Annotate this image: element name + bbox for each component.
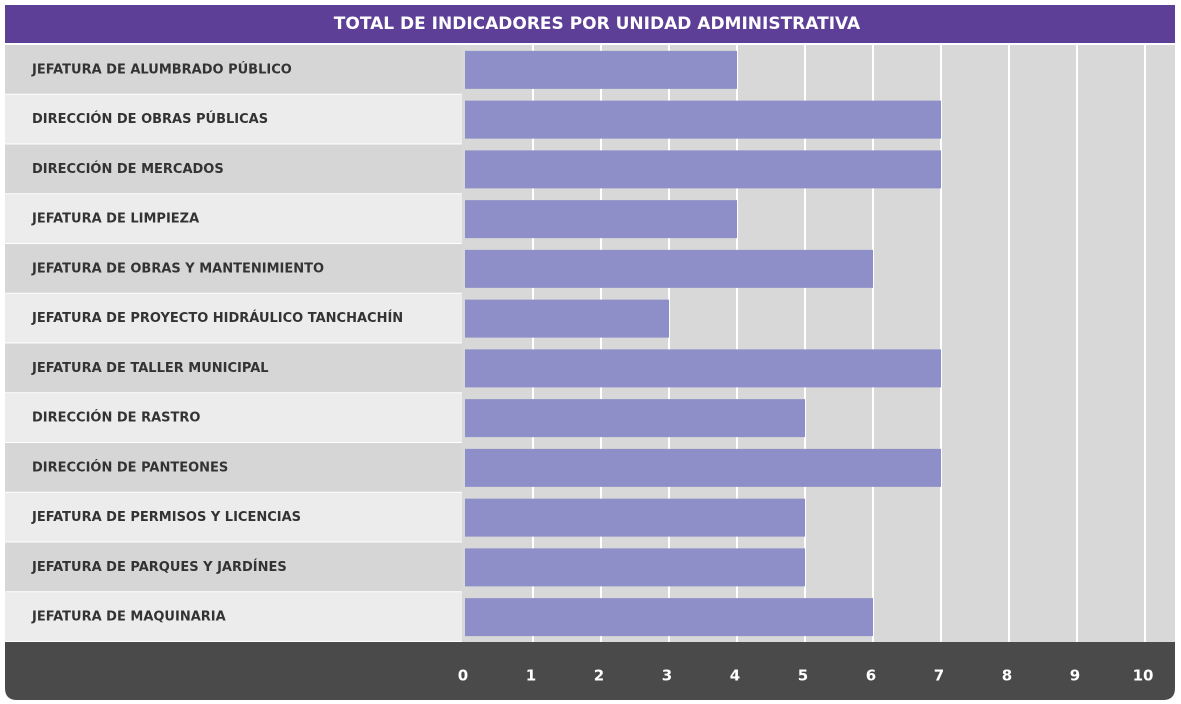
- label-row: [5, 194, 462, 243]
- y-tick-label: JEFATURA DE LIMPIEZA: [31, 212, 199, 227]
- y-tick-label: DIRECCIÓN DE PANTEONES: [32, 459, 228, 475]
- label-row: [5, 144, 462, 194]
- title-bar: [5, 5, 1175, 43]
- plot-background: [462, 45, 1175, 642]
- label-row: [5, 293, 462, 343]
- label-row: [5, 592, 462, 641]
- bar: [465, 399, 805, 438]
- y-tick-label: JEFATURA DE TALLER MUNICIPAL: [31, 361, 269, 376]
- x-tick-label: 3: [662, 667, 672, 685]
- label-row: [5, 393, 462, 442]
- y-tick-label: JEFATURA DE PROYECTO HIDRÁULICO TANCHACH…: [31, 310, 403, 326]
- x-tick-label: 0: [458, 667, 468, 685]
- label-row: [5, 343, 462, 393]
- label-row: [5, 443, 462, 492]
- y-tick-label: JEFATURA DE MAQUINARIA: [31, 610, 226, 625]
- x-tick-label: 6: [866, 667, 876, 685]
- bar: [465, 50, 737, 89]
- label-row: [5, 244, 462, 293]
- label-row: [5, 542, 462, 592]
- x-tick-label: 1: [526, 667, 536, 685]
- y-tick-label: JEFATURA DE PARQUES Y JARDÍNES: [31, 559, 287, 575]
- y-tick-label: DIRECCIÓN DE OBRAS PÚBLICAS: [32, 111, 268, 127]
- bar: [465, 349, 941, 388]
- bar: [465, 299, 669, 338]
- x-tick-label: 4: [730, 667, 740, 685]
- x-tick-label: 5: [798, 667, 808, 685]
- y-tick-label: DIRECCIÓN DE RASTRO: [32, 410, 200, 426]
- bar: [465, 200, 737, 239]
- x-tick-label: 9: [1070, 667, 1080, 685]
- bar: [465, 548, 805, 587]
- axis-bar: [5, 642, 1175, 700]
- bar: [465, 598, 873, 637]
- y-tick-label: JEFATURA DE PERMISOS Y LICENCIAS: [31, 510, 301, 525]
- x-tick-label: 7: [934, 667, 944, 685]
- x-tick-label: 10: [1133, 667, 1154, 685]
- bar: [465, 498, 805, 537]
- y-tick-label: JEFATURA DE ALUMBRADO PÚBLICO: [31, 61, 292, 77]
- bar: [465, 150, 941, 189]
- bar: [465, 249, 873, 288]
- y-tick-label: DIRECCIÓN DE MERCADOS: [32, 161, 224, 177]
- x-tick-label: 2: [594, 667, 604, 685]
- bar: [465, 100, 941, 139]
- bar: [465, 448, 941, 487]
- label-row: [5, 492, 462, 542]
- y-tick-label: JEFATURA DE OBRAS Y MANTENIMIENTO: [31, 261, 324, 276]
- chart-title: TOTAL DE INDICADORES POR UNIDAD ADMINIST…: [334, 14, 861, 34]
- x-tick-label: 8: [1002, 667, 1012, 685]
- label-row: [5, 94, 462, 144]
- label-row: [5, 45, 462, 94]
